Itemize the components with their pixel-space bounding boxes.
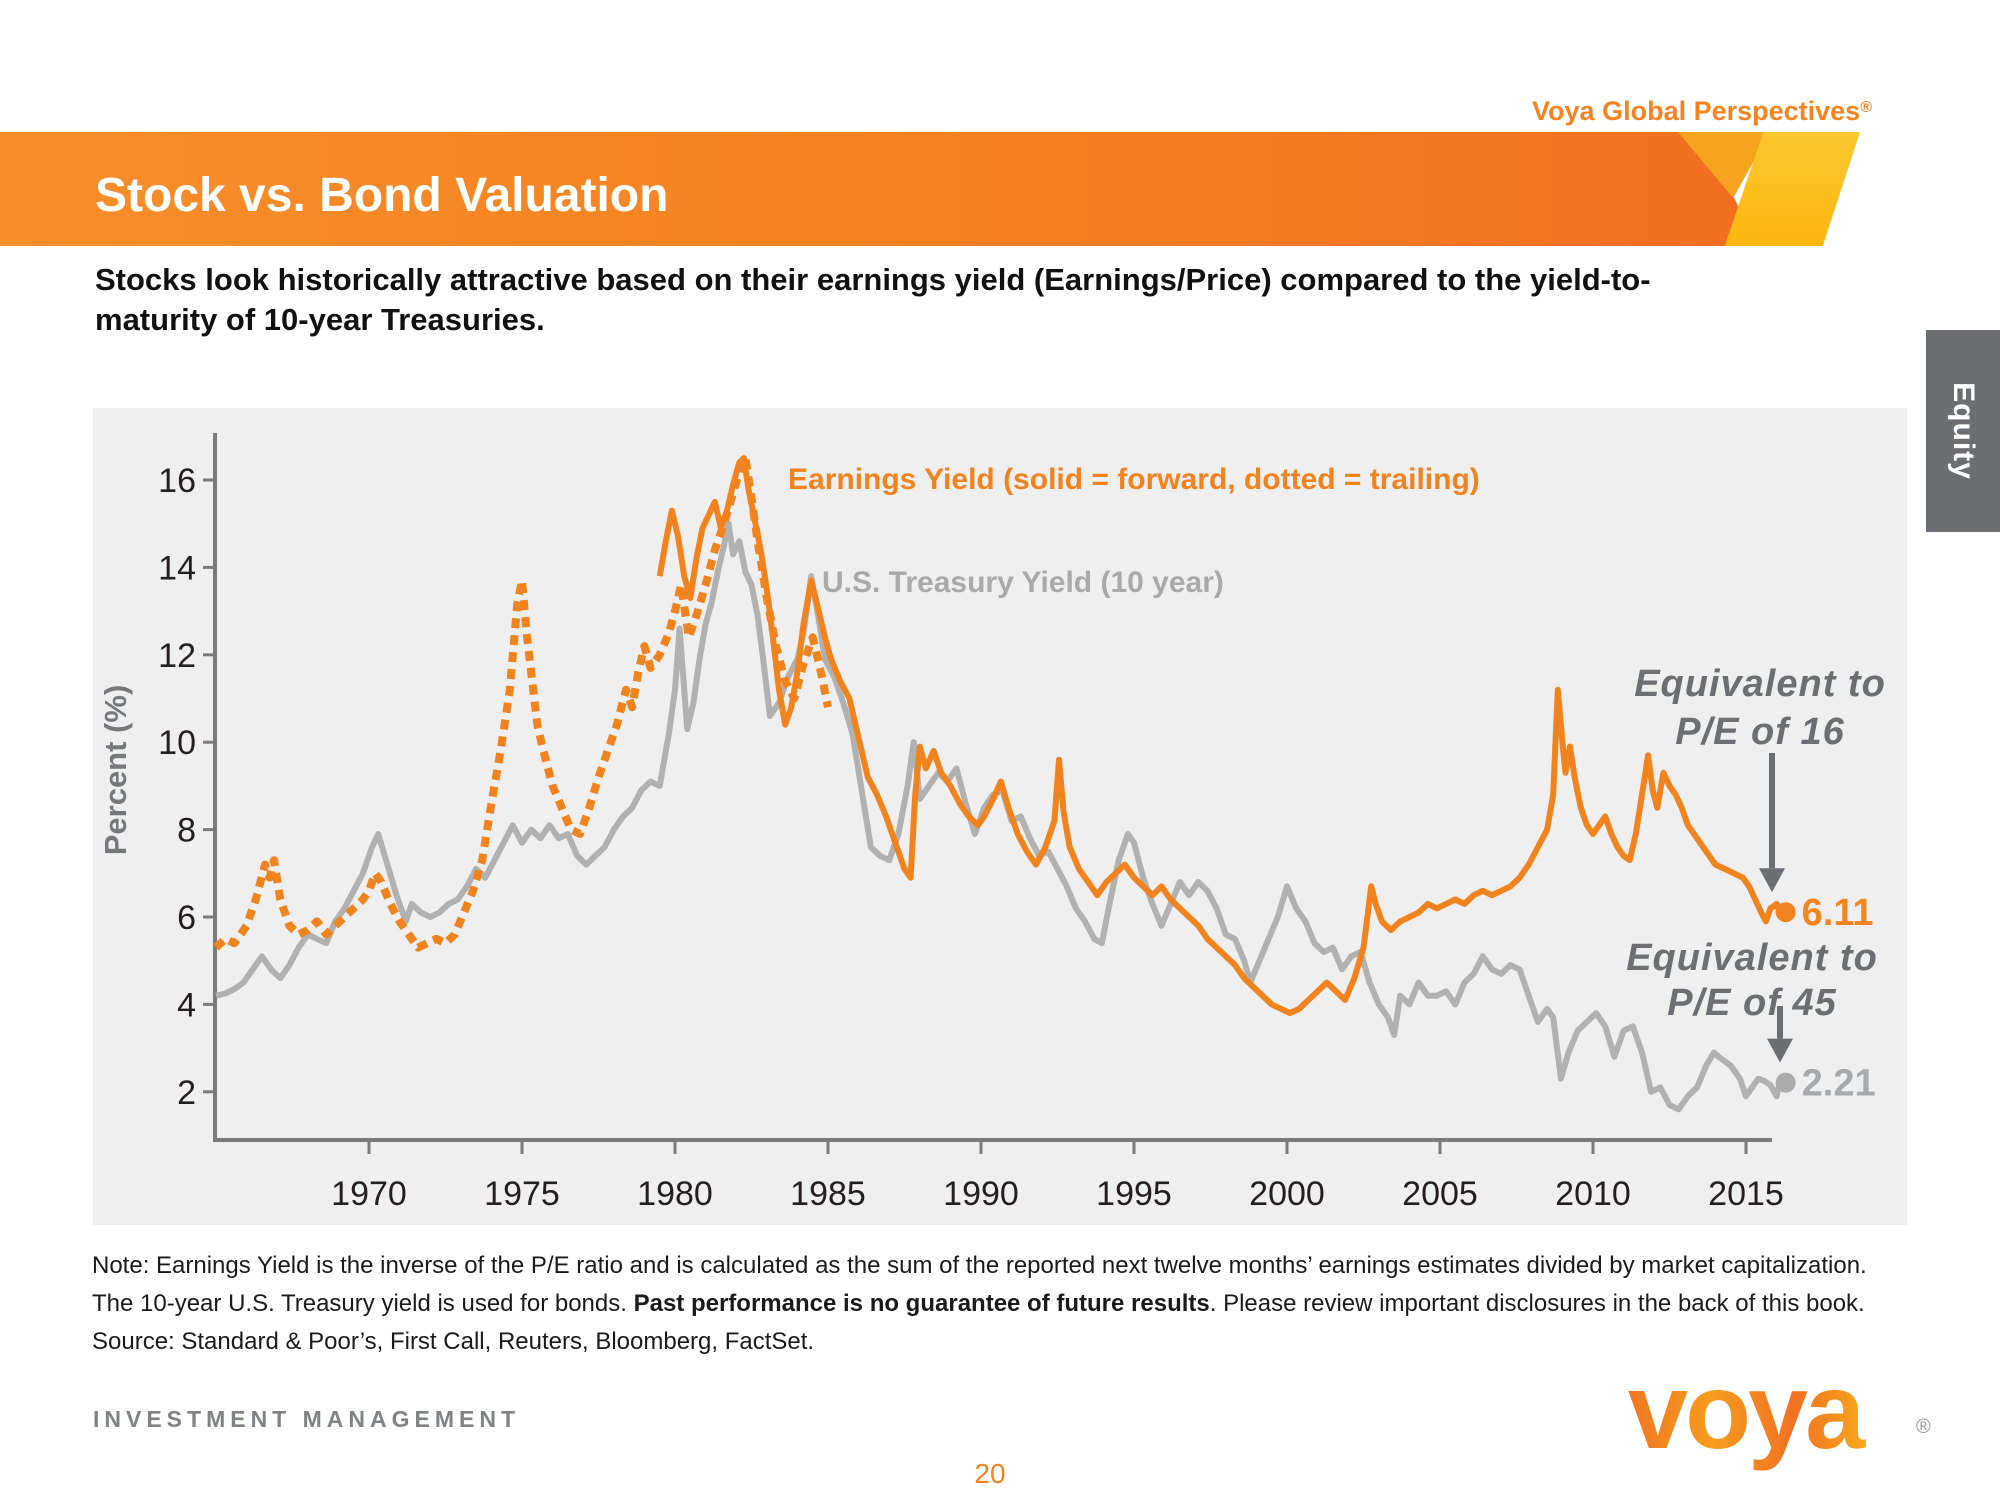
annotation-line-1: Equivalent to (1626, 937, 1878, 979)
voya-logo-text: voya (1628, 1350, 1866, 1471)
x-tick-label: 1980 (637, 1175, 713, 1213)
y-axis-title: Percent (%) (98, 685, 133, 856)
annotation-line-1: Equivalent to (1634, 663, 1886, 705)
x-tick-label: 1995 (1096, 1175, 1172, 1213)
footnote-text-1: Note: Earnings Yield is the inverse of t… (92, 1252, 1867, 1317)
registered-mark: ® (1860, 99, 1872, 116)
series-end-dot (1775, 902, 1796, 923)
logo-registered-mark: ® (1916, 1416, 1931, 1438)
voya-logo: voya (1628, 1350, 1869, 1471)
footnote-text-2: . Please review important disclosures in… (92, 1290, 1865, 1355)
footnote: Note: Earnings Yield is the inverse of t… (92, 1247, 1904, 1361)
x-tick-label: 1975 (484, 1175, 560, 1213)
series-trailing-dotted (213, 454, 832, 952)
tab-equity-label: Equity (1947, 382, 1980, 480)
y-tick-label: 6 (177, 899, 196, 937)
y-tick-label: 10 (158, 724, 196, 762)
y-tick-label: 16 (158, 462, 196, 500)
series-treasury (215, 520, 1783, 1113)
x-tick-label: 1985 (790, 1175, 866, 1213)
page-title: Stock vs. Bond Valuation (95, 169, 669, 222)
y-tick-label: 14 (158, 549, 196, 587)
x-tick-label: 2015 (1708, 1175, 1784, 1213)
stock-vs-bond-chart: 2 4 6 8 10 12 14 16 1970 1975 1980 1985 1990 1995 2000… (98, 433, 1886, 1213)
legend-entry: Earnings Yield (solid = forward, dotted … (788, 463, 1480, 496)
y-tick-label: 8 (177, 812, 196, 850)
annotation-arrow-head (1767, 1038, 1793, 1063)
x-tick-label: 2010 (1555, 1175, 1631, 1213)
footnote-bold: Past performance is no guarantee of futu… (633, 1290, 1210, 1317)
tab-equity[interactable]: Equity (1926, 330, 2000, 532)
x-tick-label: 2000 (1249, 1175, 1325, 1213)
y-tick-label: 2 (177, 1074, 196, 1112)
series-end-value: 6.11 (1802, 892, 1874, 934)
annotation-line-2: P/E of 16 (1675, 711, 1845, 753)
x-tick-label: 2005 (1402, 1175, 1478, 1213)
series-end-dot (1775, 1072, 1796, 1093)
subtitle-line-2: maturity of 10-year Treasuries. (95, 302, 545, 337)
annotation-line-2: P/E of 45 (1667, 982, 1837, 1024)
y-tick-label: 4 (177, 986, 196, 1024)
brand-text: Voya Global Perspectives (1532, 96, 1861, 126)
legend-entry: U.S. Treasury Yield (10 year) (822, 566, 1224, 599)
title-banner: Stock vs. Bond Valuation (0, 132, 1758, 246)
subtitle: Stocks look historically attractive base… (95, 260, 1925, 340)
series-forward-solid (656, 455, 1783, 1017)
chart-area: 2 4 6 8 10 12 14 16 1970 1975 1980 1985 1990 1995 2000… (93, 408, 1907, 1225)
x-tick-label: 1990 (943, 1175, 1019, 1213)
page-number: 20 (974, 1458, 1006, 1489)
brand-line: Voya Global Perspectives® (1532, 96, 1872, 127)
annotation-arrow-head (1759, 868, 1785, 893)
investment-management-label: INVESTMENT MANAGEMENT (93, 1406, 520, 1432)
y-tick-label: 12 (158, 637, 196, 675)
subtitle-line-1: Stocks look historically attractive base… (95, 262, 1651, 297)
series-end-value: 2.21 (1802, 1063, 1876, 1105)
x-tick-label: 1970 (331, 1175, 407, 1213)
